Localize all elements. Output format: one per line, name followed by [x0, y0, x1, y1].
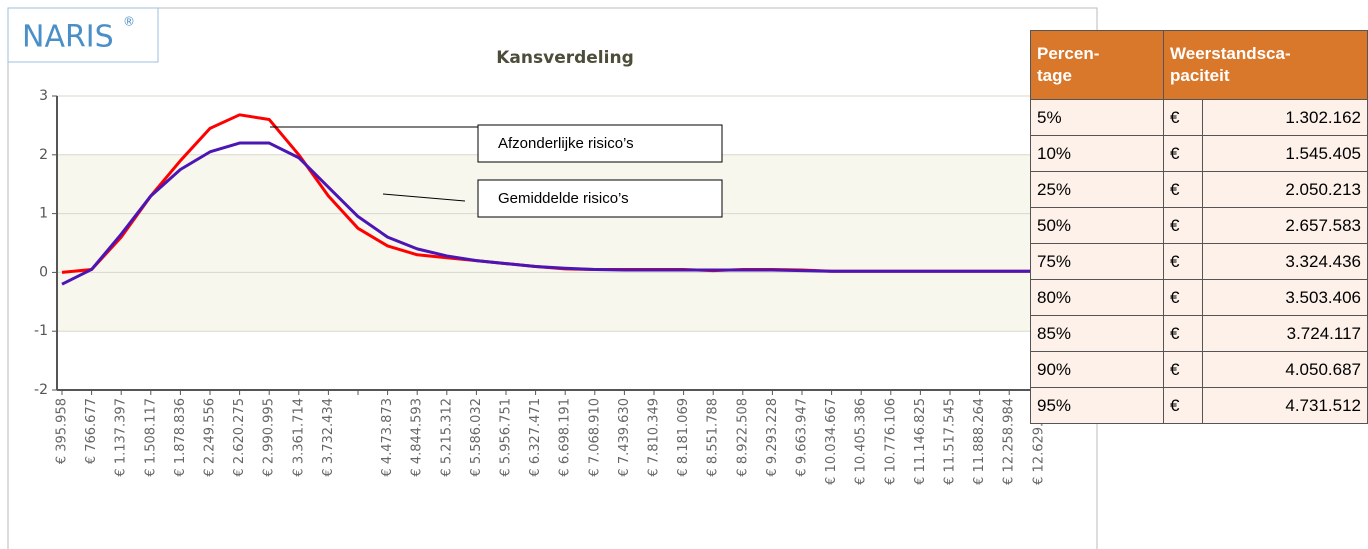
x-tick-label: € 2.249.556 [203, 398, 218, 477]
table-row: 90% €4.050.687 [1030, 351, 1368, 388]
header-text: paciteit [1170, 66, 1230, 85]
table-cell: 3.503.406 [1202, 279, 1368, 316]
x-tick-label: € 5.215.312 [439, 398, 454, 477]
table-row: 80% €3.503.406 [1030, 279, 1368, 316]
x-tick-label: € 10.405.386 [854, 398, 869, 485]
table-cell: € [1163, 387, 1203, 424]
x-tick-label: € 6.698.191 [558, 398, 573, 477]
logo-mark: ® [123, 15, 135, 29]
x-tick-label: € 2.620.275 [232, 398, 247, 477]
table-cell: 1.302.162 [1202, 99, 1368, 136]
legend-label: Afzonderlijke risico’s [498, 135, 634, 152]
x-tick-label: € 8.551.788 [706, 398, 721, 477]
table-row: 85% €3.724.117 [1030, 315, 1368, 352]
leader-line [382, 193, 466, 202]
table-cell: 4.731.512 [1202, 387, 1368, 424]
legend-label: Gemiddelde risico’s [498, 190, 629, 207]
x-tick-label: € 5.586.032 [469, 398, 484, 477]
x-tick-label: € 6.327.471 [528, 398, 543, 477]
x-tick-label: € 7.068.910 [587, 398, 602, 477]
table-cell: 3.324.436 [1202, 243, 1368, 280]
percentile-table: Percen-tage Weerstandsca-paciteit 5% €1.302… [1030, 30, 1368, 424]
table-cell: 10% [1030, 135, 1164, 172]
table-cell: 90% [1030, 351, 1164, 388]
y-tick-label: 0 [39, 264, 48, 280]
header-row: Percen-tage Weerstandsca-paciteit [1030, 30, 1368, 100]
table-row: 10% €1.545.405 [1030, 135, 1368, 172]
table-cell: 4.050.687 [1202, 351, 1368, 388]
annotation-box [477, 124, 723, 163]
table-cell: € [1163, 351, 1203, 388]
logo: NARIS [22, 20, 114, 55]
table-row: 50% €2.657.583 [1030, 207, 1368, 244]
header-text: tage [1037, 66, 1072, 85]
x-tick-label: € 1.508.117 [143, 398, 158, 477]
logo-box [7, 7, 159, 63]
header-text: Weerstandsca- [1170, 44, 1291, 63]
x-tick-label: € 3.361.714 [291, 398, 306, 477]
x-tick-label: € 9.663.947 [795, 398, 810, 477]
x-tick-label: € 8.181.069 [676, 398, 691, 477]
y-tick-label: -2 [34, 382, 48, 398]
table-row: 95% €4.731.512 [1030, 387, 1368, 424]
table-cell: 75% [1030, 243, 1164, 280]
header-text: Percen- [1037, 44, 1100, 63]
x-tick-label: € 4.473.873 [380, 398, 395, 477]
x-tick-label: € 10.776.106 [883, 398, 898, 485]
table-cell: 95% [1030, 387, 1164, 424]
y-tick-label: 2 [39, 147, 48, 163]
y-tick-label: 3 [39, 88, 48, 104]
header-cell: Percen-tage [1030, 30, 1164, 100]
table-row: 25% €2.050.213 [1030, 171, 1368, 208]
table-cell: 50% [1030, 207, 1164, 244]
y-tick-label: 1 [39, 206, 48, 222]
grid-band [57, 213, 1095, 273]
x-tick-label: € 8.922.508 [735, 398, 750, 477]
table-cell: 2.657.583 [1202, 207, 1368, 244]
annotation-box [477, 179, 723, 218]
x-tick-label: € 7.439.630 [617, 398, 632, 477]
table-cell: 3.724.117 [1202, 315, 1368, 352]
table-cell: 2.050.213 [1202, 171, 1368, 208]
series-line [61, 141, 1039, 286]
x-tick-label: € 7.810.349 [647, 398, 662, 477]
table-cell: € [1163, 171, 1203, 208]
x-tick-label: € 11.888.264 [972, 398, 987, 485]
table-cell: € [1163, 279, 1203, 316]
table-row: 75% €3.324.436 [1030, 243, 1368, 280]
table-row: 5% €1.302.162 [1030, 99, 1368, 136]
table-cell: € [1163, 99, 1203, 136]
x-tick-label: € 1.878.836 [173, 398, 188, 477]
table-cell: € [1163, 135, 1203, 172]
table-cell: € [1163, 243, 1203, 280]
table-cell: 25% [1030, 171, 1164, 208]
x-tick-label: € 11.517.545 [943, 398, 958, 485]
table-cell: € [1163, 207, 1203, 244]
chart-title: Kansverdeling [496, 48, 634, 68]
x-tick-label: € 3.732.434 [321, 398, 336, 477]
x-tick-label: € 4.844.593 [410, 398, 425, 477]
x-tick-label: € 10.034.667 [824, 398, 839, 485]
x-tick-label: € 395.958 [55, 398, 70, 464]
x-tick-label: € 12.258.984 [1002, 398, 1017, 485]
x-tick-label: € 9.293.228 [765, 398, 780, 477]
x-tick-label: € 766.677 [84, 398, 99, 464]
x-tick-label: € 2.990.995 [262, 398, 277, 477]
table-cell: € [1163, 315, 1203, 352]
y-tick-label: -1 [34, 323, 48, 339]
x-tick-label: € 5.956.751 [499, 398, 514, 477]
table-cell: 5% [1030, 99, 1164, 136]
table-cell: 80% [1030, 279, 1164, 316]
table-cell: 1.545.405 [1202, 135, 1368, 172]
grid-band [57, 272, 1095, 332]
x-tick-label: € 1.137.397 [114, 398, 129, 477]
x-tick-label: € 11.146.825 [913, 398, 928, 485]
table-cell: 85% [1030, 315, 1164, 352]
header-cell: Weerstandsca-paciteit [1163, 30, 1368, 100]
